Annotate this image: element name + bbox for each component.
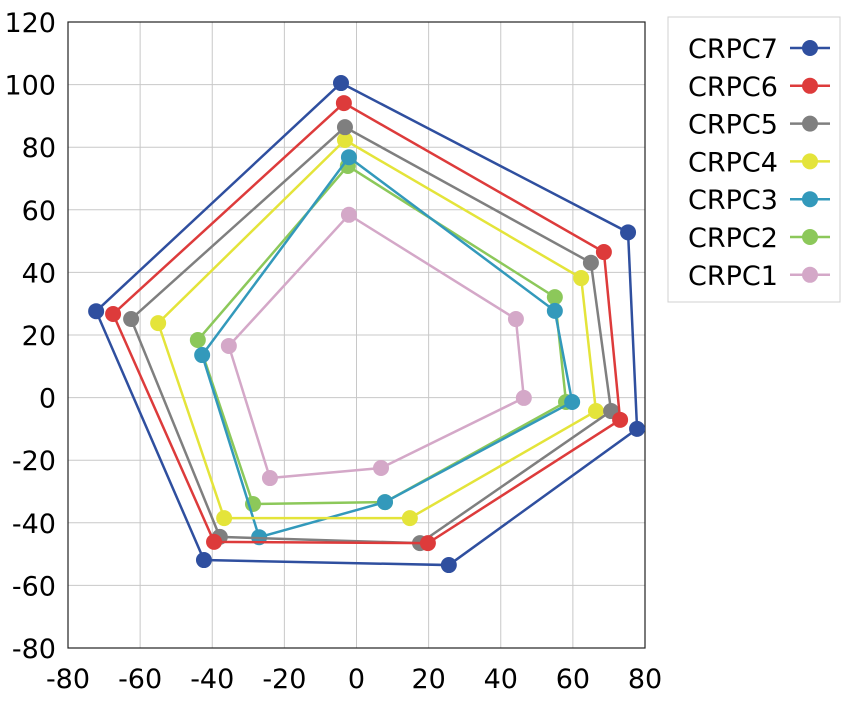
data-point [401,510,418,527]
x-tick-label: -40 [190,664,234,695]
series-line [94,81,639,567]
data-point [336,132,353,149]
series-crpc7 [88,75,646,574]
data-point [261,470,278,487]
y-tick-label: 60 [22,196,56,227]
x-tick-label: 80 [628,664,662,695]
legend-marker [802,191,818,208]
legend-label: CRPC4 [688,147,778,178]
series-crpc6 [105,95,629,552]
data-point [546,289,563,306]
legend: CRPC7 CRPC6 CRPC5 CRPC4 CRPC3 CRPC2 CRPC1 [667,16,841,303]
data-point [546,302,563,319]
data-point [515,389,532,406]
data-point [105,306,122,323]
legend-marker [802,77,818,94]
legend-marker [802,40,818,56]
data-point [336,119,353,136]
data-point [206,533,223,550]
y-tick-label: -80 [12,634,56,665]
x-tick-label: -60 [118,664,162,695]
y-tick-label: 100 [4,71,56,102]
y-tick-label: -20 [12,446,56,477]
data-point [419,535,436,552]
legend-label: CRPC1 [688,261,778,292]
y-tick-label: -40 [12,509,56,540]
x-tick-label: 60 [556,664,590,695]
data-point [88,303,105,320]
series-crpc4 [150,132,604,527]
data-point [216,510,233,527]
data-point [220,337,237,354]
data-point [335,95,352,112]
data-point [340,206,357,223]
x-tick-label: -20 [262,664,306,695]
data-point [194,347,211,364]
x-tick-label: 40 [484,664,518,695]
series-crpc1 [220,206,532,487]
legend-label: CRPC6 [688,72,778,103]
y-tick-label: -60 [12,571,56,602]
legend-label: CRPC3 [688,185,778,216]
x-tick-label: 20 [411,664,445,695]
data-point [595,244,612,261]
x-tick-label: 0 [348,664,365,695]
data-point [123,311,140,328]
plot-area-border [67,21,646,649]
data-point [587,403,604,420]
data-point [340,149,357,166]
data-point [573,270,590,287]
legend-marker [802,153,818,170]
data-point [195,552,212,569]
data-point [150,315,167,332]
legend-marker [802,266,818,283]
y-tick-label: 0 [39,384,56,415]
legend-label: CRPC2 [688,223,778,254]
data-point [440,557,457,574]
data-point [373,460,390,477]
series-line [200,156,574,539]
data-point [620,224,637,241]
legend-marker [802,115,818,132]
x-tick-label: -80 [46,664,90,695]
data-point [189,332,206,349]
y-tick-label: 80 [22,133,56,164]
data-point [376,494,393,511]
data-point [507,311,524,328]
legend-marker [802,229,818,245]
y-tick-label: 20 [22,321,56,352]
legend-label: CRPC5 [688,110,778,141]
data-point [629,420,646,437]
data-point [582,254,599,271]
data-point [332,75,349,92]
legend-label: CRPC7 [688,34,778,65]
data-point [612,411,629,428]
data-point [564,393,581,410]
series-crpc3 [194,149,581,546]
y-tick-label: 120 [4,8,56,39]
y-tick-label: 40 [22,258,56,289]
